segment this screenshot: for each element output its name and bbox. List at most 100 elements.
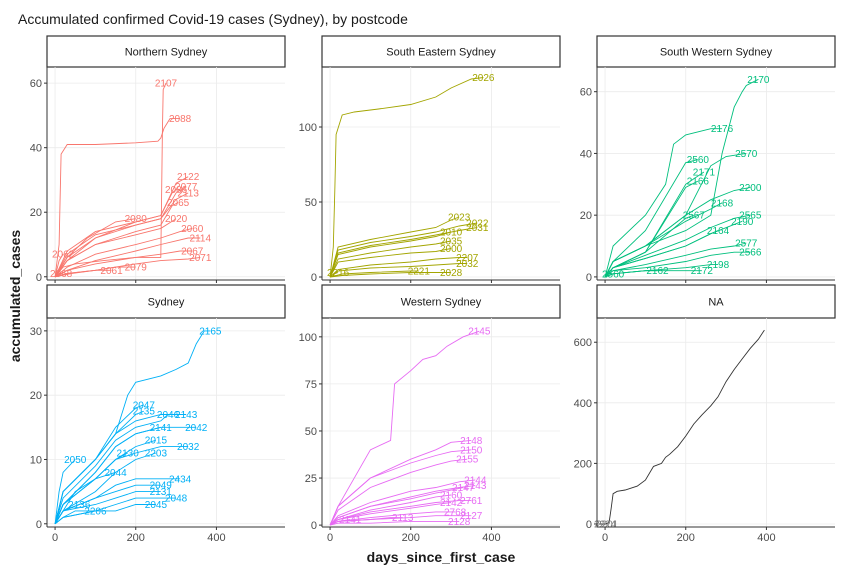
x-tick-label: 0 [602,532,608,544]
y-axis-title: accumulated_cases [7,230,23,363]
series-end-label: 2201 [596,519,619,530]
series-line-2028 [330,272,452,278]
y-tick-label: 25 [305,473,317,485]
series-line-2136 [54,504,80,525]
facet-strip-label: Northern Sydney [125,47,208,59]
facet-strip [321,35,561,68]
series-end-label: 2216 [327,268,350,279]
series-end-label: 2067 [181,246,204,257]
series-line-2031 [329,227,478,278]
y-tick-label: 40 [30,143,42,155]
series-end-label: 2170 [747,75,770,86]
series-line-2171 [604,171,705,278]
series-end-label: 2045 [145,500,168,511]
series-end-label: 2172 [691,266,714,277]
series-end-label: 2203 [145,449,168,460]
series-end-label: 2176 [711,124,734,135]
x-tick-label: 200 [677,532,695,544]
series-end-label: 2171 [693,167,716,178]
series-line-2142 [329,502,452,526]
facet-strip-label: NA [708,297,724,309]
series-line-2022 [329,222,478,278]
panel-northern-sydney: Northern Sydney2107208821222077208621132… [30,35,286,297]
series-line-2143 [54,414,187,524]
series-end-label: 2032 [177,442,200,453]
series-end-label: 2144 [464,475,487,486]
y-tick-label: 0 [36,272,42,284]
y-tick-label: 0 [311,520,317,532]
y-tick-label: 20 [30,207,42,219]
series-end-label: 2164 [707,226,730,237]
series-end-label: 2113 [392,513,414,524]
series-line-2086 [54,189,177,277]
x-tick-label: 400 [482,532,500,544]
series-line-2145 [329,330,480,526]
series-end-label: 2206 [84,506,107,517]
series-line-2023 [329,216,460,278]
y-tick-label: 600 [574,337,592,349]
series-line-2128 [329,520,460,526]
series-end-label: 2128 [448,517,471,528]
series-end-label: 2141 [150,423,173,434]
series-end-label: 2026 [472,73,495,84]
y-tick-label: 0 [36,519,42,531]
series-line-na [604,329,765,525]
series-line-2088 [54,118,181,277]
series-end-label: 2046 [157,410,180,421]
series-end-label: 2567 [683,211,706,222]
y-tick-label: 40 [580,148,592,160]
series-line-2061 [55,269,112,278]
series-end-label: 2150 [460,445,483,456]
series-end-label: 2224 [594,519,617,530]
series-line-2147 [329,487,464,526]
series-end-label: 2577 [735,238,758,249]
series-end-label: 2000 [440,244,463,255]
facet-panels: Northern Sydney2107208821222077208621132… [30,35,836,544]
series-end-label: 2761 [460,496,483,507]
y-tick-label: 60 [580,87,592,99]
series-end-label: 2022 [466,219,489,230]
y-tick-label: 0 [586,519,592,531]
series-end-label: 2147 [452,483,475,494]
y-tick-label: 75 [305,379,317,391]
series-line-2221 [329,270,419,278]
series-end-label: 2207 [456,253,479,264]
series-line-2168 [604,202,723,278]
series-end-label: 2020 [165,214,188,225]
facet-strip [321,284,561,319]
series-end-label: 2143 [464,481,487,492]
series-line-2000 [329,248,452,278]
series-end-label: 2135 [133,407,156,418]
series-end-label: 2086 [165,185,188,196]
facet-strip-label: South Eastern Sydney [386,47,496,59]
series-end-label: 2198 [707,260,730,271]
series-end-label: 2028 [440,268,463,279]
series-end-label: 2570 [735,149,758,160]
series-end-label: 2062 [52,250,75,261]
series-end-label: 2050 [64,455,87,466]
series-end-label: 2160 [440,490,463,501]
series-end-label: 2155 [456,455,479,466]
series-line-2060 [54,227,193,278]
facet-strip [596,35,836,68]
series-end-label: 2114 [190,234,212,245]
series-end-label: 2088 [169,114,192,125]
series-end-label: 2113 [177,188,199,199]
series-end-label: 2221 [408,267,431,278]
series-line-2176 [604,128,723,278]
series-end-label: 2136 [68,500,91,511]
series-end-label: 2145 [468,327,491,338]
series-line-2144 [329,479,476,526]
series-end-label: 2560 [687,155,710,166]
series-end-label: 2031 [466,223,489,234]
series-end-label: 2044 [104,468,127,479]
series-end-label: 2071 [189,253,212,264]
series-line-2164 [604,230,719,278]
series-end-label: 2065 [167,198,190,209]
series-end-label: 2148 [460,436,483,447]
x-tick-label: 0 [52,532,58,544]
facet-strip [596,284,836,319]
series-line-2113 [54,192,189,278]
series-line-2207 [329,257,468,278]
series-end-label: 2560 [602,269,625,280]
